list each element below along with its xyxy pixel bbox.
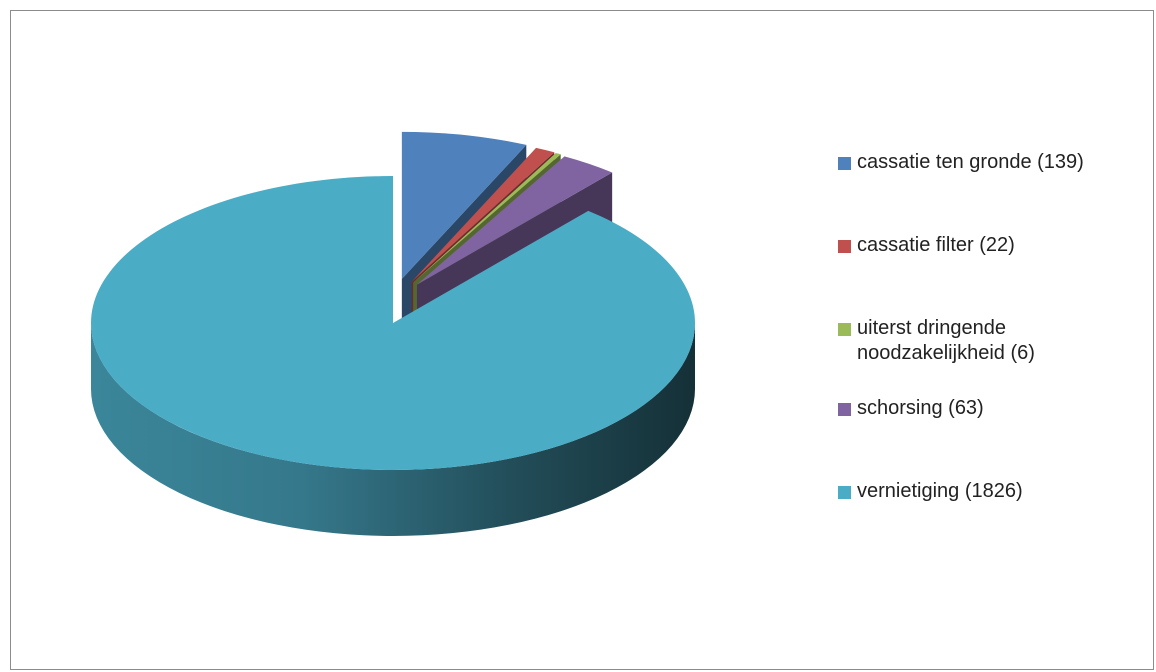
legend-swatch	[838, 157, 851, 170]
pie-slice-top	[413, 152, 561, 283]
legend-label: vernietiging (1826)	[857, 480, 1023, 502]
legend-label: schorsing (63)	[857, 397, 984, 419]
legend-swatch	[838, 403, 851, 416]
legend-item-vernietiging: vernietiging (1826)	[838, 479, 1023, 504]
legend-item-schorsing: schorsing (63)	[838, 396, 984, 421]
legend-label: cassatie filter (22)	[857, 234, 1015, 256]
pie-slice-top	[401, 131, 527, 279]
pie-slice-vernietiging	[90, 176, 695, 536]
pie-slice-top	[90, 176, 695, 470]
legend-item-uiterst-dringende-noodzakelijkheid: uiterst dringende noodzakelijkheid (6)	[838, 316, 1107, 366]
legend-item-cassatie-filter: cassatie filter (22)	[838, 233, 1015, 258]
pie-slice-top	[411, 147, 555, 282]
pie-slice-side	[91, 323, 695, 536]
legend-swatch	[838, 240, 851, 253]
legend-label: uiterst dringende noodzakelijkheid (6)	[857, 317, 1035, 364]
pie-slice-top	[416, 156, 613, 285]
legend-swatch	[838, 323, 851, 336]
legend-item-cassatie-ten-gronde: cassatie ten gronde (139)	[838, 150, 1084, 175]
legend-swatch	[838, 486, 851, 499]
legend-label: cassatie ten gronde (139)	[857, 151, 1084, 173]
